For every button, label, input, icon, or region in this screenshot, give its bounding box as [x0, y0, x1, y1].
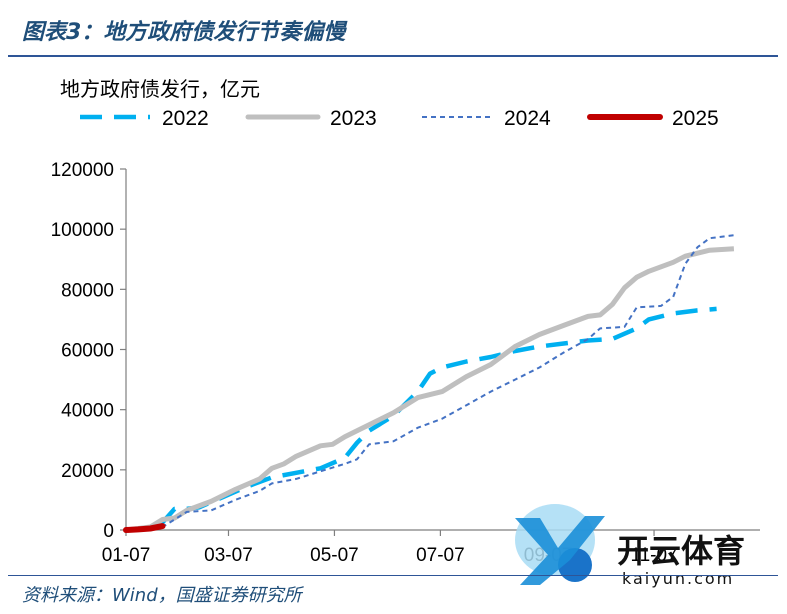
x-tick-label: 07-07 — [416, 545, 465, 566]
watermark-logo — [515, 504, 605, 585]
y-tick-label: 120000 — [51, 160, 114, 181]
series-line-2022 — [125, 306, 717, 533]
x-tick-label: 03-07 — [204, 545, 253, 566]
watermark-brand-text: 开云体育 — [617, 532, 745, 570]
figure-title: 图表3：地方政府债发行节奏偏慢 — [22, 20, 346, 45]
series-line-2023 — [125, 246, 735, 533]
series-lines — [123, 234, 735, 533]
y-tick-label: 100000 — [51, 220, 114, 241]
y-tick-label: 80000 — [61, 280, 114, 301]
x-tick-label: 01-07 — [102, 545, 151, 566]
axes: 0 20000 40000 60000 80000 100000 120000 01-07 03… — [51, 160, 760, 566]
legend-label-2023: 2023 — [330, 107, 377, 130]
x-tick-label: 11-07 — [630, 545, 677, 566]
y-tick-label: 40000 — [61, 401, 114, 422]
legend: 2022 2023 2024 2025 — [80, 107, 719, 130]
y-tick-label: 20000 — [61, 461, 114, 482]
legend-label-2022: 2022 — [162, 107, 209, 130]
source-note: 资料来源：Wind，国盛证券研究所 — [22, 585, 302, 606]
y-tick-label: 60000 — [61, 341, 114, 362]
series-line-2025 — [123, 523, 166, 533]
y-tick-label: 0 — [103, 521, 114, 542]
y-axis-unit-label: 地方政府债发行，亿元 — [60, 77, 260, 101]
legend-label-2025: 2025 — [672, 107, 719, 130]
watermark-url-text: kaiyun.com — [622, 569, 734, 588]
source-divider — [8, 575, 778, 576]
series-line-2024 — [125, 234, 735, 531]
x-tick-label: 05-07 — [310, 545, 359, 566]
title-divider — [8, 55, 778, 57]
watermark-k-mark — [515, 516, 605, 585]
legend-label-2024: 2024 — [504, 107, 551, 130]
